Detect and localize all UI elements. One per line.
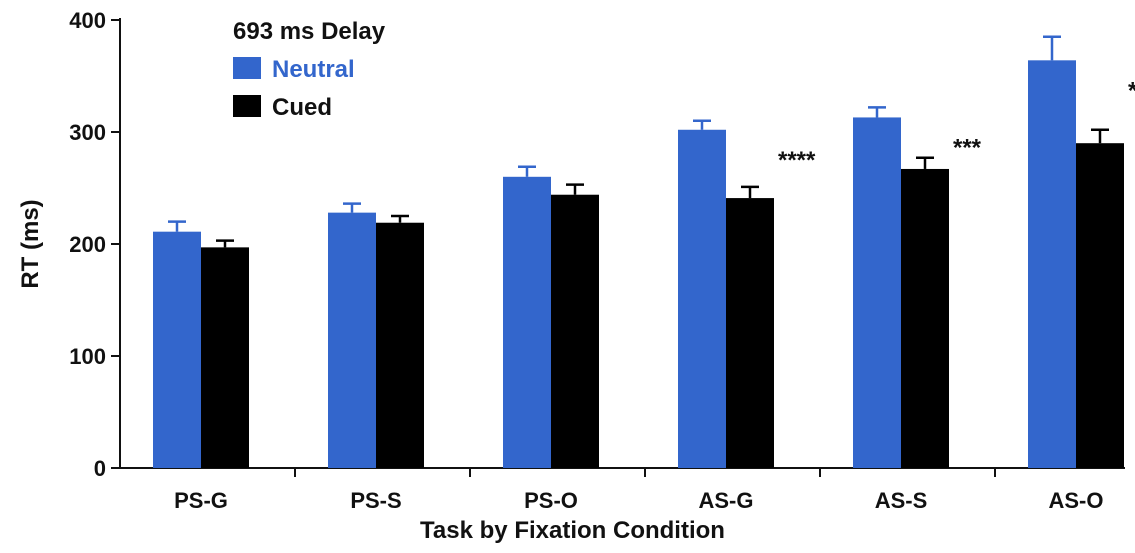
x-tick-label: PS-S xyxy=(350,488,401,513)
bar-cued-ps-o xyxy=(551,194,599,468)
bar-neutral-ps-o xyxy=(503,176,551,469)
bar-neutral-ps-g xyxy=(153,231,201,468)
x-tick-label: AS-S xyxy=(875,488,928,513)
y-tick-label: 200 xyxy=(69,232,106,257)
significance-marker: *** xyxy=(953,134,982,161)
bar-cued-as-s xyxy=(901,168,949,468)
legend-swatch-cued xyxy=(233,95,261,117)
legend-title: 693 ms Delay xyxy=(233,18,386,45)
x-tick-label: PS-G xyxy=(174,488,228,513)
x-axis-title: Task by Fixation Condition xyxy=(420,517,725,544)
significance-marker: **** xyxy=(778,147,816,174)
bar-cued-ps-s xyxy=(376,222,424,468)
legend-swatch-neutral xyxy=(233,57,261,79)
bars xyxy=(153,35,1124,469)
bar-neutral-as-g xyxy=(678,129,726,468)
axes xyxy=(111,18,1125,477)
bar-cued-ps-g xyxy=(201,247,249,468)
x-tick-label: PS-O xyxy=(524,488,578,513)
y-tick-label: 300 xyxy=(69,120,106,145)
bar-neutral-as-s xyxy=(853,117,901,468)
bar-cued-as-g xyxy=(726,198,774,468)
y-axis-title: RT (ms) xyxy=(17,199,44,288)
bar-neutral-as-o xyxy=(1028,60,1076,468)
legend: 693 ms Delay Neutral Cued xyxy=(233,18,386,121)
bar-neutral-ps-s xyxy=(328,212,376,468)
significance-marker: **** xyxy=(1128,77,1135,104)
legend-label-neutral: Neutral xyxy=(272,56,355,83)
x-tick-label: AS-G xyxy=(699,488,754,513)
legend-label-cued: Cued xyxy=(272,94,332,121)
y-tick-label: 0 xyxy=(94,456,106,481)
x-tick-label: AS-O xyxy=(1049,488,1104,513)
bar-cued-as-o xyxy=(1076,143,1124,468)
labels: 0 100 200 300 400 PS-G PS-S PS-O AS-G **** AS-S ***… xyxy=(17,8,1135,544)
y-tick-label: 100 xyxy=(69,344,106,369)
y-tick-label: 400 xyxy=(69,8,106,33)
